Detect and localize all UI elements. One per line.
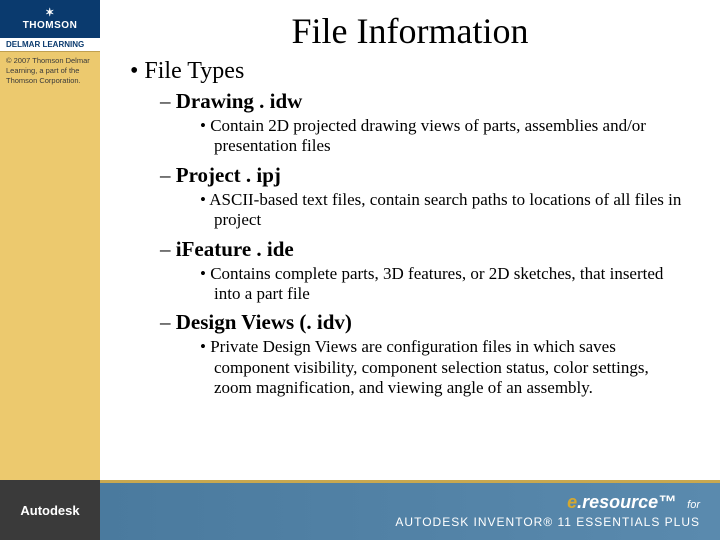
heading-designviews: Design Views (. idv) bbox=[160, 310, 700, 335]
footer-stripe bbox=[100, 480, 720, 483]
left-sidebar: ✶ THOMSON DELMAR LEARNING © 2007 Thomson… bbox=[0, 0, 100, 540]
star-icon: ✶ bbox=[45, 8, 55, 19]
delmar-label: DELMAR LEARNING bbox=[0, 38, 100, 52]
brand-top-text: THOMSON bbox=[23, 21, 78, 31]
trademark-icon: ™ bbox=[658, 492, 676, 512]
detail-project: ASCII-based text files, contain search p… bbox=[200, 190, 690, 231]
e-letter: e bbox=[567, 492, 577, 512]
copyright-text: © 2007 Thomson Delmar Learning, a part o… bbox=[0, 52, 100, 89]
slide-content: File Information File Types Drawing . id… bbox=[100, 0, 720, 480]
heading-ifeature: iFeature . ide bbox=[160, 237, 700, 262]
heading-project: Project . ipj bbox=[160, 163, 700, 188]
heading-drawing: Drawing . idw bbox=[160, 89, 700, 114]
for-text: for bbox=[687, 499, 700, 511]
product-line: AUTODESK INVENTOR® 11 ESSENTIALS PLUS bbox=[395, 515, 700, 529]
eresource-logo: e.resource™ for bbox=[395, 492, 700, 513]
footer-right: e.resource™ for AUTODESK INVENTOR® 11 ES… bbox=[100, 480, 720, 540]
footer-branding: e.resource™ for AUTODESK INVENTOR® 11 ES… bbox=[395, 492, 700, 529]
autodesk-logo: Autodesk bbox=[0, 480, 100, 540]
slide-title: File Information bbox=[120, 10, 700, 52]
resource-text: .resource bbox=[577, 492, 658, 512]
detail-drawing: Contain 2D projected drawing views of pa… bbox=[200, 116, 690, 157]
detail-designviews: Private Design Views are configuration f… bbox=[200, 337, 690, 398]
footer: Autodesk e.resource™ for AUTODESK INVENT… bbox=[0, 480, 720, 540]
thomson-logo: ✶ THOMSON bbox=[0, 0, 100, 38]
bullet-file-types: File Types bbox=[130, 58, 700, 85]
detail-ifeature: Contains complete parts, 3D features, or… bbox=[200, 264, 690, 305]
